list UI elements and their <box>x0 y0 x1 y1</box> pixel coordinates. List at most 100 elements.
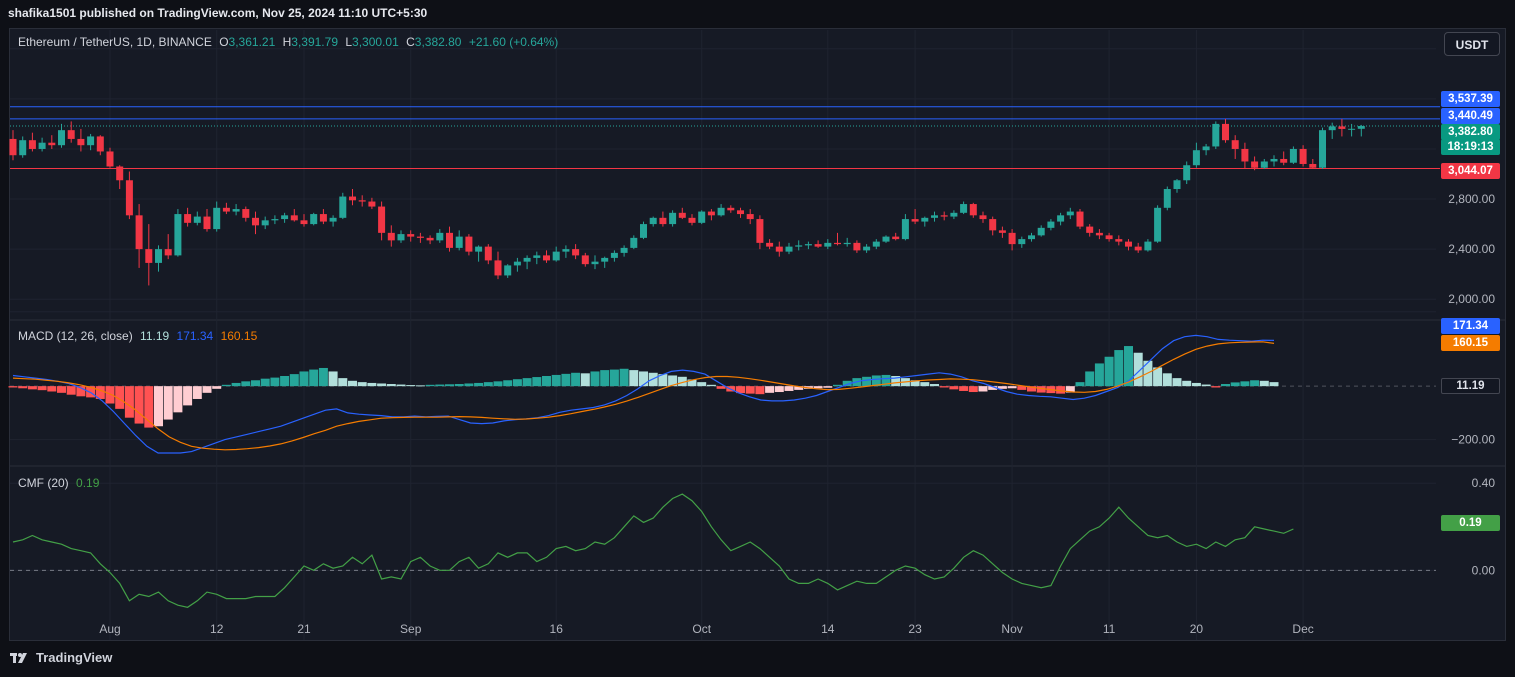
candle-body <box>67 130 75 139</box>
macd-hist-bar <box>396 384 406 387</box>
macd-hist-bar <box>163 386 173 420</box>
candle-body <box>746 214 754 220</box>
tag-lower-line: 3,044.07 <box>1441 163 1500 179</box>
candle-body <box>562 249 570 252</box>
currency-button[interactable]: USDT <box>1444 32 1500 56</box>
macd-hist-bar <box>37 386 47 391</box>
macd-hist-bar <box>231 382 241 387</box>
candle-body <box>834 242 841 245</box>
brand-name: TradingView <box>36 650 113 665</box>
macd-hist-bar <box>736 386 745 394</box>
candle-body <box>1115 239 1123 242</box>
macd-legend[interactable]: MACD (12, 26, close) 11.19 171.34 160.15 <box>18 329 261 343</box>
candle-body <box>290 215 298 221</box>
macd-hist-bar <box>1065 386 1075 393</box>
macd-hist-bar <box>619 368 629 387</box>
macd-hist-bar <box>997 386 1007 389</box>
macd-hist-bar <box>474 382 484 387</box>
macd-hist-bar <box>706 384 716 387</box>
candle-body <box>1173 180 1181 190</box>
macd-hist-bar <box>1250 380 1260 387</box>
macd-hist-bar <box>454 384 464 387</box>
candle-body <box>242 209 250 218</box>
tradingview-logo-icon <box>10 652 27 663</box>
macd-hist-bar <box>212 386 222 389</box>
macd-hist-bar <box>716 386 726 389</box>
macd-hist-bar <box>318 367 328 387</box>
macd-hist-bar <box>590 371 600 387</box>
macd-title[interactable]: MACD (12, 26, close) <box>18 329 133 343</box>
candle-body <box>1086 226 1094 233</box>
macd-hist-bar <box>1094 363 1104 387</box>
macd-hist-bar <box>1162 373 1172 387</box>
candle-body <box>1289 148 1297 163</box>
candle-body <box>407 234 415 237</box>
candle-body <box>135 215 143 250</box>
candle-body <box>9 138 17 156</box>
macd-hist-bar <box>1182 380 1192 387</box>
macd-hist-bar <box>677 376 687 387</box>
macd-hist-bar <box>173 386 183 413</box>
candle-body <box>1125 241 1132 247</box>
candle-body <box>116 166 124 181</box>
candle-body <box>969 204 977 216</box>
macd-hist-bar <box>658 374 668 387</box>
candle-body <box>1222 123 1229 141</box>
chart-frame <box>9 28 1506 641</box>
candle-body <box>184 214 192 223</box>
macd-hist-bar <box>86 386 96 398</box>
macd-hist-bar <box>386 384 396 387</box>
x-tick-label: 21 <box>297 622 311 636</box>
candle-body <box>1319 130 1326 168</box>
candle-body <box>620 247 628 253</box>
candle-body <box>397 234 405 241</box>
macd-hist-bar <box>920 382 930 387</box>
close-label: C <box>406 35 415 49</box>
cmf-title[interactable]: CMF (20) <box>18 476 69 490</box>
candle-body <box>785 246 793 252</box>
candle-body <box>300 220 308 225</box>
macd-hist-bar <box>76 386 86 397</box>
macd-hist-bar <box>124 386 134 418</box>
macd-hist-bar <box>328 371 338 387</box>
open-label: O <box>219 35 229 49</box>
candle-body <box>543 255 550 261</box>
candle-body <box>319 214 327 222</box>
candle-body <box>1280 158 1288 163</box>
macd-hist-bar <box>774 386 784 393</box>
cmf-y-tick-label: 0.00 <box>1472 563 1496 577</box>
macd-hist-bar <box>251 380 260 387</box>
macd-hist-bar <box>1269 382 1279 387</box>
macd-hist-bar <box>338 378 348 387</box>
candle-body <box>649 217 657 225</box>
macd-hist-bar <box>1017 386 1027 390</box>
candle-body <box>892 236 900 240</box>
cmf-line <box>12 493 1294 608</box>
macd-hist-bar <box>784 386 794 391</box>
macd-hist-bar <box>639 371 648 387</box>
candle-body <box>475 246 483 252</box>
candle-body <box>252 217 259 226</box>
candle-body <box>174 214 182 256</box>
candle-body <box>436 232 444 241</box>
candle-body <box>329 217 337 222</box>
candle-body <box>232 209 240 212</box>
candle-body <box>998 230 1006 233</box>
macd-hist-bar <box>435 384 445 387</box>
tradingview-brand[interactable]: TradingView <box>10 650 112 665</box>
symbol-name[interactable]: Ethereum / TetherUS, 1D, BINANCE <box>18 35 212 49</box>
candle-body <box>659 217 667 225</box>
candle-body <box>853 242 861 251</box>
candle-body <box>1309 163 1317 168</box>
macd-hist-bar <box>949 386 959 390</box>
candle-body <box>804 244 812 246</box>
symbol-legend[interactable]: Ethereum / TetherUS, 1D, BINANCE O3,361.… <box>18 35 562 49</box>
price-y-tick-label: 2,800.00 <box>1448 192 1495 206</box>
candle-body <box>446 232 453 248</box>
cmf-legend[interactable]: CMF (20) 0.19 <box>18 476 103 490</box>
candle-body <box>271 219 279 221</box>
high-label: H <box>282 35 292 49</box>
candle-body <box>38 142 46 149</box>
macd-hist-bar <box>406 385 416 387</box>
